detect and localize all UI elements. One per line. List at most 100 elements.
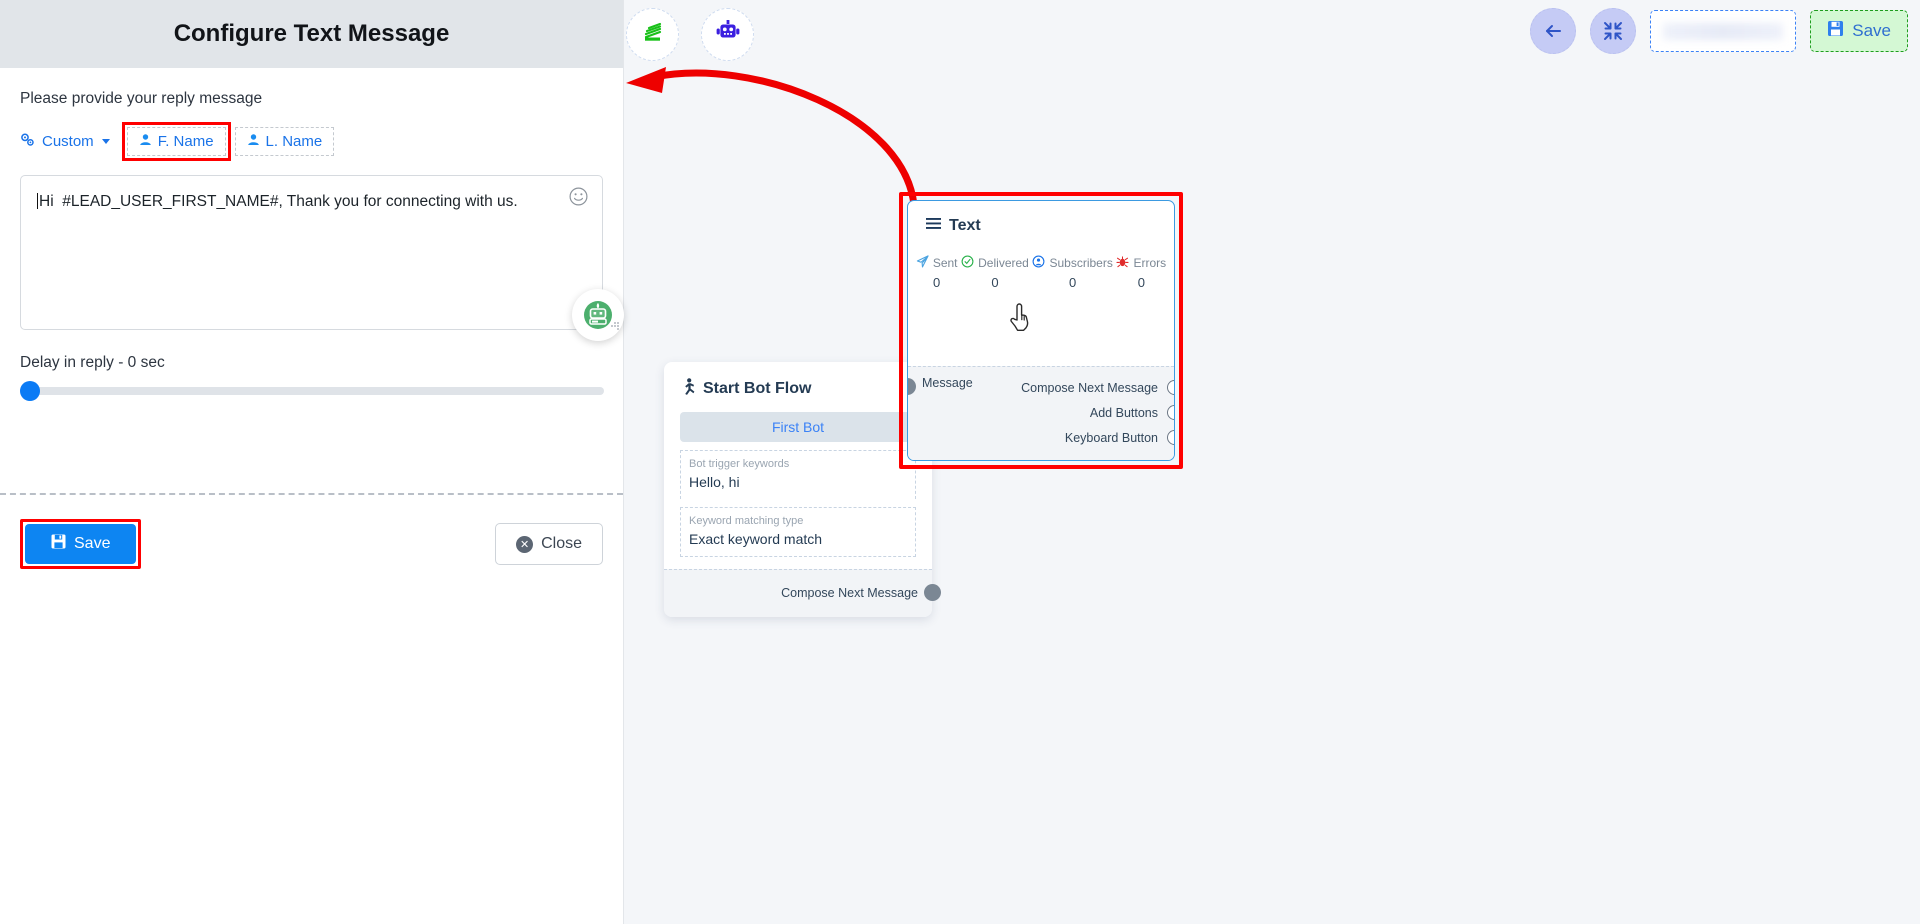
pointing-hand-cursor [1006, 300, 1036, 339]
text-node-title-text: Text [949, 217, 981, 234]
walking-person-icon [682, 378, 695, 400]
message-textarea[interactable]: Hi #LEAD_USER_FIRST_NAME#, Thank you for… [20, 175, 624, 341]
arrow-left-icon [1542, 20, 1564, 42]
stat-sent: Sent 0 [916, 255, 958, 290]
flow-canvas[interactable]: Save Start Bot Flow Fir [624, 0, 1920, 924]
user-icon [139, 133, 152, 150]
canvas-tool-circles [626, 8, 754, 61]
custom-token-dropdown[interactable]: Custom [20, 133, 122, 151]
bug-icon [1116, 255, 1130, 271]
hamburger-lines-icon [926, 217, 941, 235]
close-icon: ✕ [516, 535, 534, 553]
reply-message-hint: Please provide your reply message [20, 90, 263, 107]
red-highlight-box-text-node: Text Sent 0 [899, 192, 1183, 469]
merge-token-bar: Custom F. Name [20, 122, 603, 161]
field-bot-trigger-keywords: Bot trigger keywords Hello, hi [680, 450, 916, 499]
field-value: Hello, hi [689, 474, 740, 490]
port-keyboard-button[interactable]: Keyboard Button [922, 425, 1174, 450]
gears-icon [20, 133, 36, 151]
user-circle-icon [1032, 255, 1045, 271]
stat-errors: Errors 0 [1116, 255, 1166, 290]
floppy-disk-icon [51, 534, 66, 554]
node-start-bot-flow[interactable]: Start Bot Flow First Bot Bot trigger key… [664, 362, 941, 617]
port-add-buttons[interactable]: Add Buttons [922, 400, 1174, 425]
stat-value: 0 [933, 275, 941, 290]
floppy-disk-icon [1827, 20, 1844, 42]
token-first-name-label: F. Name [157, 133, 214, 150]
stat-value: 0 [1069, 275, 1077, 290]
bot-name-pill[interactable]: First Bot [680, 412, 916, 442]
stat-delivered: Delivered 0 [961, 255, 1029, 290]
red-highlight-box-first-name: F. Name [121, 122, 231, 161]
stat-label: Delivered [978, 256, 1029, 270]
panel-body: Please provide your reply message Custom [0, 68, 624, 401]
token-last-name[interactable]: L. Name [234, 127, 335, 156]
user-icon [247, 133, 260, 150]
chatbot-widget-button[interactable] [572, 289, 624, 341]
text-node-body [908, 290, 1174, 366]
save-button[interactable]: Save [25, 524, 137, 564]
layers-stack-icon [640, 19, 666, 50]
smiley-icon[interactable] [569, 187, 588, 206]
port-label: Add Buttons [1089, 405, 1158, 420]
port-handle[interactable] [924, 584, 941, 601]
back-button[interactable] [1530, 8, 1577, 54]
red-highlight-box-save: Save [20, 519, 142, 569]
port-label: Compose Next Message [1021, 380, 1158, 395]
layers-stack-button[interactable] [626, 8, 679, 61]
in-port-handle[interactable] [908, 378, 916, 395]
page-title: Configure Text Message [173, 20, 450, 47]
canvas-toolbar: Save [1530, 8, 1908, 54]
url-input[interactable] [1650, 10, 1797, 52]
close-button[interactable]: ✕ Close [495, 523, 603, 565]
slider-track[interactable] [20, 387, 604, 395]
stat-value: 0 [1137, 275, 1145, 290]
canvas-save-label: Save [1852, 21, 1891, 40]
field-value: Exact keyword match [689, 531, 823, 547]
stat-value: 0 [991, 275, 999, 290]
port-label: Keyboard Button [1064, 430, 1158, 445]
robot-icon [714, 19, 742, 50]
stat-label: Sent [932, 256, 958, 270]
robot-assistant-button[interactable] [701, 8, 754, 61]
port-label: Compose Next Message [781, 585, 918, 600]
save-button-label: Save [74, 535, 111, 552]
start-bot-flow-title-text: Start Bot Flow [703, 380, 812, 397]
field-keyword-matching-type: Keyword matching type Exact keyword matc… [680, 507, 916, 557]
compress-arrows-icon [1602, 20, 1624, 42]
token-first-name[interactable]: F. Name [126, 127, 226, 156]
port-compose-next-message[interactable]: Compose Next Message [678, 580, 941, 605]
delay-slider[interactable] [20, 381, 604, 401]
delay-label: Delay in reply - 0 sec [20, 354, 165, 371]
url-blurred-value [1663, 22, 1784, 40]
canvas-save-button[interactable]: Save [1810, 10, 1908, 52]
port-handle[interactable] [1167, 430, 1174, 445]
configure-text-message-panel: Configure Text Message Please provide yo… [0, 0, 624, 924]
panel-divider [0, 493, 623, 495]
stat-label: Subscribers [1049, 256, 1113, 270]
robot-icon [584, 301, 612, 329]
message-text-content: Hi #LEAD_USER_FIRST_NAME#, Thank you for… [37, 191, 586, 213]
port-handle[interactable] [1167, 405, 1174, 420]
chevron-down-icon [101, 139, 110, 144]
collapse-screen-button[interactable] [1590, 8, 1637, 54]
stat-subscribers: Subscribers 0 [1032, 255, 1113, 290]
panel-footer: Save ✕ Close [0, 510, 623, 578]
slider-thumb[interactable] [20, 381, 40, 401]
panel-header: Configure Text Message [0, 0, 623, 68]
token-last-name-label: L. Name [265, 133, 323, 150]
port-handle[interactable] [1167, 380, 1174, 395]
start-bot-flow-ports: Compose Next Message [664, 569, 941, 617]
in-port-label: Message [922, 376, 973, 390]
node-text[interactable]: Text Sent 0 [907, 200, 1175, 461]
check-circle-icon [961, 255, 974, 271]
text-node-ports: Message Compose Next Message Add Buttons… [908, 366, 1174, 460]
field-label: Bot trigger keywords [689, 458, 790, 470]
field-label: Keyword matching type [689, 515, 804, 527]
text-node-stats: Sent 0 [908, 245, 1174, 290]
custom-token-label: Custom [42, 133, 94, 150]
text-node-title: Text [908, 201, 1174, 245]
stat-label: Errors [1133, 256, 1167, 270]
resize-handle-dots[interactable] [610, 317, 620, 335]
paper-plane-icon [916, 255, 929, 271]
